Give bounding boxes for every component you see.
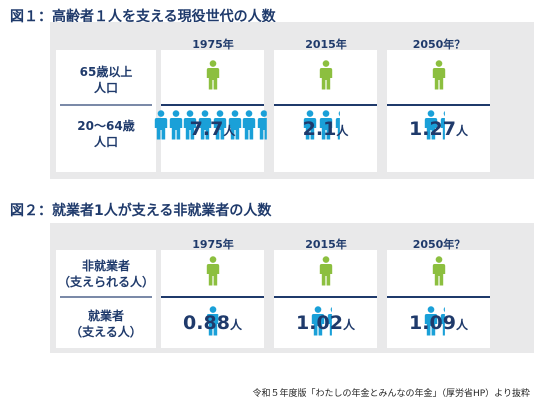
figure2-supporter-person-icon (440, 307, 445, 336)
figure1-supporter-person-icon (303, 110, 316, 140)
figure2-card-1: 1.02人 (274, 250, 377, 348)
figure2-value-number-1: 1.02 (296, 312, 343, 334)
figure1-year-1: 2015年 (305, 38, 347, 51)
figure1-supporter-person-icon (243, 110, 256, 140)
figure1-supporter-person-icon (154, 110, 168, 140)
figure1-value-number-2: 1.27 (409, 118, 456, 140)
figure2-bottom-row-label: 就業者 （支える人） (70, 309, 142, 339)
figure1-card-divider-0 (161, 104, 264, 106)
figure1-value-number-1: 2.1 (302, 118, 337, 140)
figure1-supporter-person-icon (213, 110, 227, 140)
figure1-supporter-person-icon (169, 110, 182, 140)
figure2-title: 図２：就業者1人が支える非就業者の人数 (10, 203, 272, 219)
figure1-value-unit-2: 人 (455, 124, 468, 138)
figure1-card-divider-2 (387, 104, 490, 106)
figure2-year-0: 1975年 (192, 238, 234, 251)
figure1-value-0: 7.7人 (161, 118, 264, 140)
figure2-card-divider-1 (274, 296, 377, 298)
figure2-row-labels: 非就業者 （支えられる人） 就業者 （支える人） (56, 250, 156, 348)
figure1-value-2: 1.27人 (387, 118, 490, 140)
figure1-supported-person-icon (319, 60, 332, 90)
figure2-supporter-person-icon (327, 307, 332, 336)
figure1-title: 図１：高齢者１人を支える現役世代の人数 (10, 9, 276, 25)
figure1-supporter-person-icon (424, 110, 437, 140)
figure2-value-unit-0: 人 (229, 318, 242, 332)
figure2-value-1: 1.02人 (274, 312, 377, 334)
figure1-top-row-label: 65歳以上 人口 (79, 65, 133, 95)
figure1-supported-person-icon (206, 60, 219, 90)
figure1-card-0: 7.7人 (154, 50, 267, 172)
figure2-value-number-0: 0.88 (183, 312, 230, 334)
figure1-supporter-person-icon (228, 110, 241, 140)
figure1-value-number-0: 7.7 (189, 118, 224, 140)
figure2-supported-person-icon (206, 256, 219, 286)
figure1-supporter-person-icon (184, 110, 197, 140)
figure1-year-2: 2050年？ (412, 38, 466, 51)
figure2-top-row-label: 非就業者 （支えられる人） (57, 259, 154, 289)
figure2-value-unit-2: 人 (455, 318, 468, 332)
figure1-bottom-row-label: 20～64歳 人口 (77, 119, 135, 149)
figure2-year-2: 2050年？ (412, 238, 466, 251)
figure2-value-0: 0.88人 (161, 312, 264, 334)
figure2-value-2: 1.09人 (387, 312, 490, 334)
figure1-value-1: 2.1人 (274, 118, 377, 140)
figure2-card-2: 1.09人 (387, 250, 490, 348)
figure1-supporter-person-icon (198, 110, 212, 140)
figure1-card-divider-1 (274, 104, 377, 106)
figure2-supporter-person-icon (206, 306, 218, 336)
figure1-row-labels: 65歳以上 人口 20～64歳 人口 (56, 50, 156, 172)
figure1-value-unit-0: 人 (223, 124, 236, 138)
figure2-value-number-2: 1.09 (409, 312, 456, 334)
figure2-label-divider (60, 296, 152, 298)
figure2-year-1: 2015年 (305, 238, 347, 251)
figure2-card-0: 0.88人 (161, 250, 264, 348)
figure2-card-divider-2 (387, 296, 490, 298)
figure2-card-divider-0 (161, 296, 264, 298)
figure2-value-unit-1: 人 (342, 318, 355, 332)
source-note: 令和５年度版「わたしの年金とみんなの年金」（厚労省HP）より抜粋 (252, 389, 530, 399)
figure1-supporter-person-icon (440, 111, 445, 140)
figure1-supporter-person-icon (319, 110, 332, 140)
figure2-supporter-person-icon (311, 306, 324, 336)
figure2-supported-person-icon (432, 256, 445, 286)
figure2-supporter-person-icon (424, 306, 437, 336)
figure1-label-divider (60, 104, 152, 106)
figure2-supported-person-icon (319, 256, 332, 286)
figure1-supported-person-icon (432, 60, 445, 90)
figure1-supporter-person-icon (335, 111, 340, 140)
figure1-card-2: 1.27人 (387, 50, 490, 172)
figure1-card-1: 2.1人 (274, 50, 377, 172)
figure1-supporter-person-icon (257, 110, 267, 140)
figure1-year-0: 1975年 (192, 38, 234, 51)
figure1-value-unit-1: 人 (336, 124, 349, 138)
